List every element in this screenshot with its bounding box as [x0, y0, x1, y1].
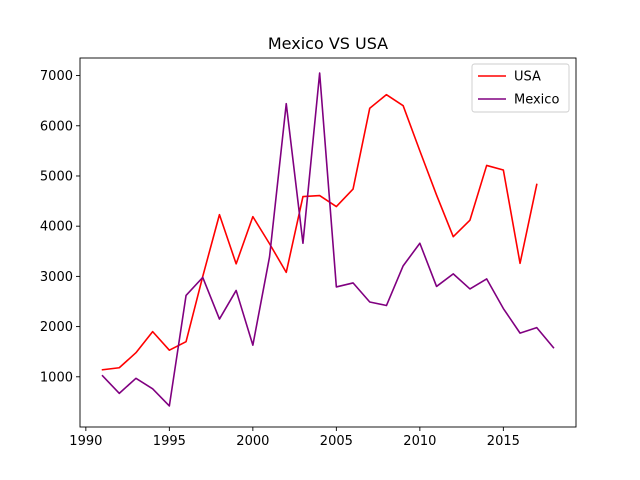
- y-tick-label: 2000: [40, 320, 73, 335]
- y-tick-label: 6000: [40, 119, 73, 134]
- x-tick-label: 2005: [320, 434, 353, 449]
- axes-frame: [79, 57, 577, 428]
- x-tick-label: 2010: [403, 434, 436, 449]
- legend: USA Mexico: [471, 63, 570, 113]
- y-tick-label: 5000: [40, 169, 73, 184]
- series-line-mexico: [101, 72, 555, 407]
- x-tick-label: 2015: [487, 434, 520, 449]
- y-tick-label: 1000: [40, 370, 73, 385]
- x-tick-label: 2000: [236, 434, 269, 449]
- legend-label-mexico: Mexico: [514, 93, 559, 108]
- series-line-usa: [101, 93, 538, 371]
- y-tick-label: 7000: [40, 69, 73, 84]
- plot-area: 1990 1995 2000 2005 2010 2015 1000 2000 3000 4000…: [40, 57, 577, 449]
- chart-title: Mexico VS USA: [268, 34, 388, 53]
- y-tick-label: 3000: [40, 270, 73, 285]
- legend-label-usa: USA: [514, 70, 541, 85]
- y-tick-label: 4000: [40, 220, 73, 235]
- x-tick-label: 1995: [153, 434, 186, 449]
- x-tick-label: 1990: [69, 434, 102, 449]
